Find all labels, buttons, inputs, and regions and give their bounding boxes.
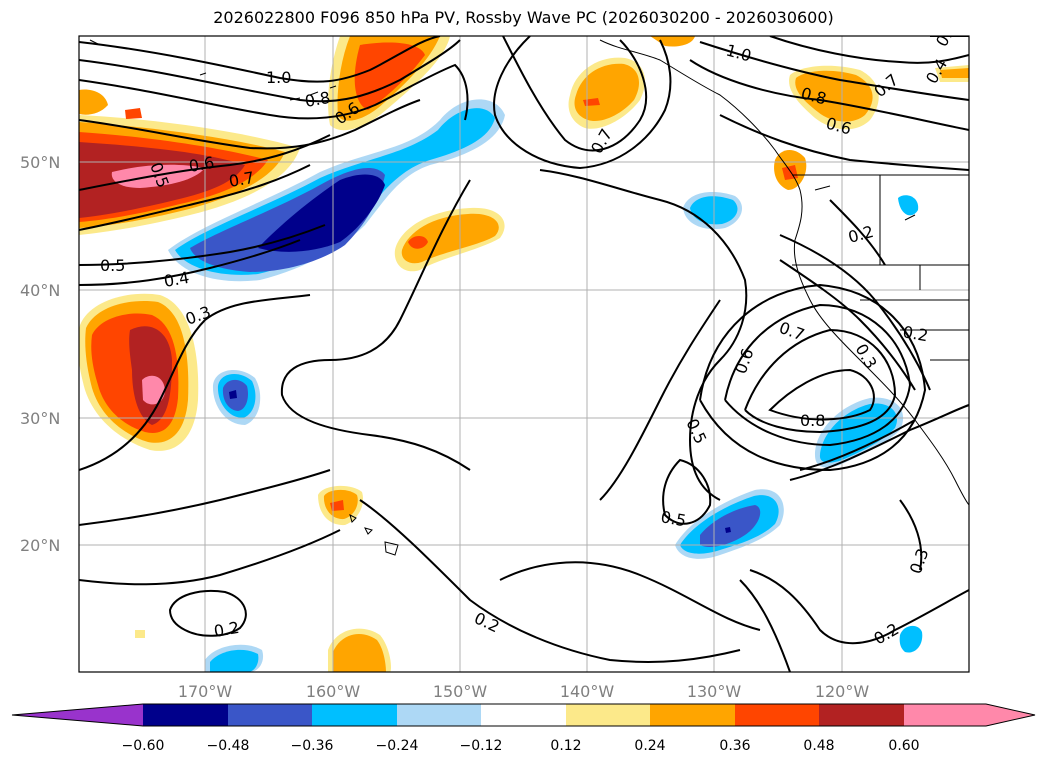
- colorbar: −0.60 −0.48 −0.36 −0.24 −0.12 0.12 0.24 …: [11, 703, 1036, 754]
- lon-label-130w: 130°W: [687, 682, 742, 701]
- lon-label-170w: 170°W: [178, 682, 233, 701]
- contour-label: 0.5: [100, 256, 125, 275]
- colorbar-tick: −0.12: [460, 738, 503, 754]
- pv-anomaly-positive-west: [79, 293, 199, 638]
- longitude-labels: 170°W 160°W 150°W 140°W 130°W 120°W: [178, 682, 870, 701]
- colorbar-swatch: [397, 704, 481, 726]
- colorbar-swatch: [650, 704, 735, 726]
- lon-label-120w: 120°W: [815, 682, 870, 701]
- colorbar-swatch: [735, 704, 819, 726]
- pv-anomaly-positive-northwest: [79, 89, 300, 235]
- pv-anomaly-positive-hawaii: [318, 485, 364, 526]
- pv-anomaly-positive-north: [328, 36, 695, 131]
- colorbar-tick: 0.12: [550, 738, 581, 754]
- colorbar-tick: 0.48: [803, 738, 834, 754]
- colorbar-swatch: [312, 704, 397, 726]
- contour-label: 0.2: [212, 618, 240, 641]
- colorbar-tick: 0.24: [634, 738, 665, 754]
- contour-label: 0.8: [303, 88, 331, 111]
- graticule: [79, 36, 969, 672]
- map-panel: 1.0 0.8 0.6 0.5 0.6 0.7 0.5 0.4 0.3 0.7 …: [79, 36, 969, 672]
- colorbar-swatch: [819, 704, 904, 726]
- colorbar-tick: 0.36: [719, 738, 750, 754]
- contour-label: 0.6: [187, 153, 215, 176]
- map-frame: [78, 35, 970, 673]
- contour-label: 1.0: [266, 68, 291, 87]
- colorbar-tick: 0.60: [888, 738, 919, 754]
- colorbar-tick: −0.36: [291, 738, 334, 754]
- contour-label: 0.5: [659, 507, 687, 530]
- colorbar-tick: −0.60: [122, 738, 165, 754]
- colorbar-swatch: [566, 704, 650, 726]
- latitude-labels: 50°N 40°N 30°N 20°N: [20, 153, 60, 555]
- contour-label: 0.4: [162, 268, 190, 291]
- pv-anomaly-negative-west: [212, 369, 261, 425]
- colorbar-swatch: [143, 704, 228, 726]
- colorbar-extend-high: [904, 704, 1035, 726]
- pv-anomaly-negative-southeast: [899, 625, 923, 653]
- lat-label-30n: 30°N: [20, 409, 60, 428]
- pv-anomaly-negative-northwest: [168, 99, 505, 282]
- pv-anomaly-positive-gulf-alaska: [568, 57, 645, 129]
- lat-label-20n: 20°N: [20, 536, 60, 555]
- contour-label: 0.7: [227, 168, 255, 191]
- pv-anomaly-positive-central: [394, 207, 505, 272]
- colorbar-tick: −0.48: [207, 738, 250, 754]
- lon-label-150w: 150°W: [433, 682, 488, 701]
- pv-anomaly-positive-south: [328, 628, 391, 672]
- pv-anomaly-negative-subtropics: [675, 489, 784, 559]
- lon-label-160w: 160°W: [306, 682, 361, 701]
- lat-label-40n: 40°N: [20, 281, 60, 300]
- lat-label-50n: 50°N: [20, 153, 60, 172]
- colorbar-extend-low: [12, 704, 143, 726]
- map-title: 2026022800 F096 850 hPa PV, Rossby Wave …: [213, 8, 834, 27]
- contour-label: 0.8: [800, 411, 825, 430]
- lon-label-140w: 140°W: [560, 682, 615, 701]
- colorbar-swatch: [228, 704, 312, 726]
- colorbar-tick: −0.24: [376, 738, 419, 754]
- pv-contours: [79, 36, 969, 672]
- contour-label: 0.2: [901, 322, 929, 345]
- pv-anomaly-negative-south: [205, 644, 264, 672]
- colorbar-outline: [11, 703, 1036, 727]
- colorbar-swatch: [481, 704, 566, 726]
